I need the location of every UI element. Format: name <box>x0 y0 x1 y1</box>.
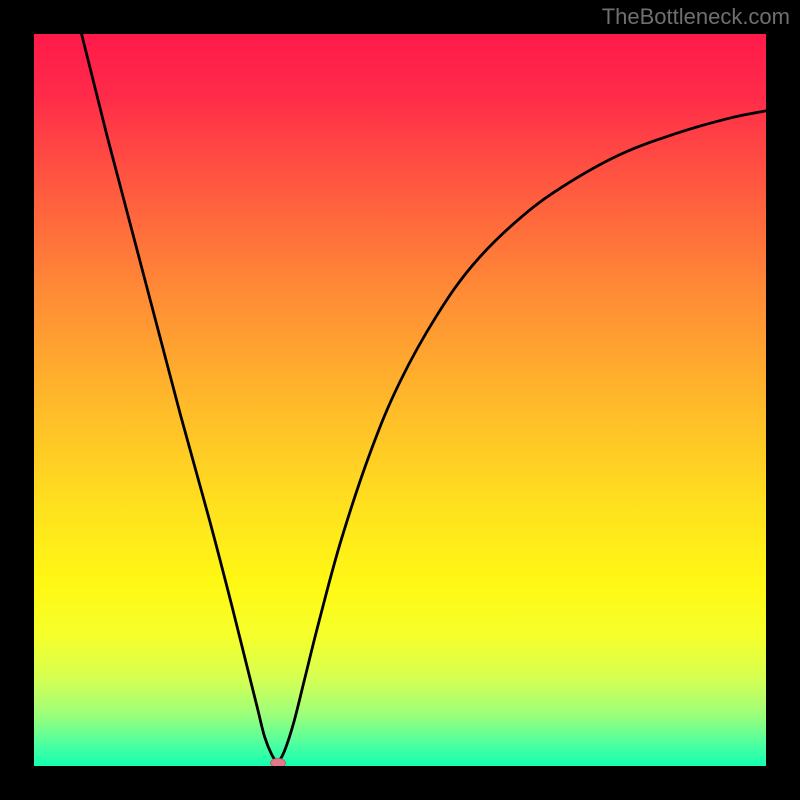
figure-root: TheBottleneck.com <box>0 0 800 800</box>
plot-area <box>34 34 766 766</box>
bottleneck-curve <box>34 34 766 766</box>
curve-left-branch <box>82 34 278 763</box>
watermark-text: TheBottleneck.com <box>602 4 790 30</box>
curve-right-branch <box>278 111 766 763</box>
minimum-marker <box>270 758 286 766</box>
